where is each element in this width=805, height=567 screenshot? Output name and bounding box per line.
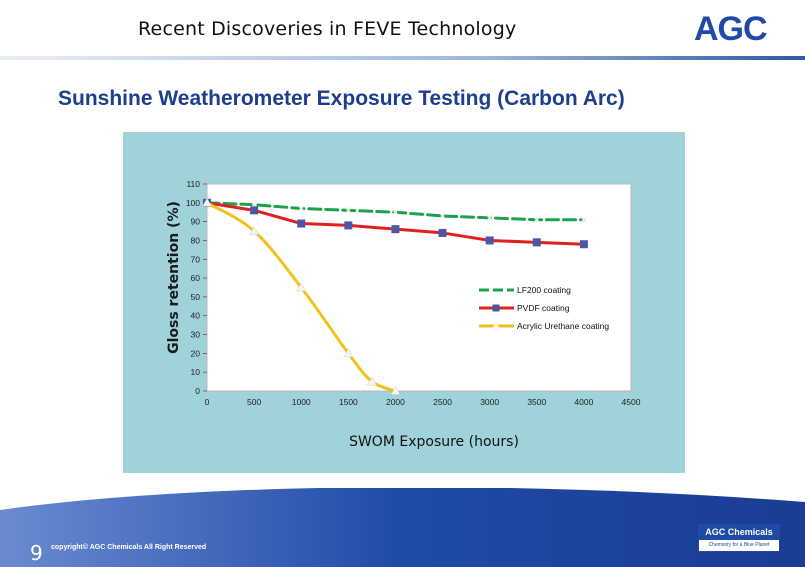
- pvdf-point: [344, 221, 353, 230]
- y-tick-label: 10: [191, 367, 201, 377]
- y-tick-label: 30: [191, 330, 201, 340]
- badge-line1: AGC Chemicals: [699, 525, 779, 540]
- x-axis-label: SWOM Exposure (hours): [349, 434, 519, 450]
- x-tick-label: 1000: [292, 397, 311, 407]
- acrylic-point: [390, 385, 401, 395]
- acrylic-point: [343, 348, 354, 358]
- y-tick-label: 100: [186, 198, 200, 208]
- y-tick-label: 20: [191, 348, 201, 358]
- legend-label-2: Acrylic Urethane coating: [517, 321, 609, 331]
- x-tick-label: 0: [205, 397, 210, 407]
- legend-marker-pvdf: [492, 304, 500, 312]
- pvdf-point: [532, 238, 541, 247]
- footer-wave: [0, 488, 805, 567]
- lf200-point: [439, 212, 447, 220]
- pvdf-point: [579, 240, 588, 249]
- legend-label-0: LF200 coating: [517, 285, 571, 295]
- plot-area: [206, 183, 632, 392]
- lf200-point: [391, 208, 399, 216]
- x-tick-label: 500: [247, 397, 261, 407]
- x-tick-label: 3500: [527, 397, 546, 407]
- x-tick-label: 4000: [574, 397, 593, 407]
- y-tick-label: 90: [191, 217, 201, 227]
- pvdf-point: [438, 228, 447, 237]
- pvdf-point: [297, 219, 306, 228]
- copyright-text: copyright© AGC Chemicals All Right Reser…: [51, 544, 207, 551]
- badge-line2: Chemistry for a Blue Planet: [708, 542, 770, 548]
- x-tick-label: 4500: [622, 397, 641, 407]
- acrylic-point: [366, 376, 377, 386]
- lf200-point: [580, 216, 588, 224]
- lf200-point: [533, 216, 541, 224]
- y-tick-label: 40: [191, 311, 201, 321]
- pvdf-point: [250, 206, 259, 215]
- acrylic-point: [202, 197, 212, 207]
- x-tick-label: 2500: [433, 397, 452, 407]
- x-tick-label: 1500: [339, 397, 358, 407]
- y-tick-label: 70: [191, 254, 201, 264]
- y-tick-label: 60: [191, 273, 201, 283]
- lf200-point: [297, 204, 305, 212]
- chart-svg: 0 10 20 30 40 50 60 70 80 90 100 110 0 500 1000 1500 200…: [166, 179, 641, 450]
- pvdf-point: [391, 225, 400, 234]
- agc-chemicals-logo: AGC Chemicals Chemistry for a Blue Plane…: [698, 524, 780, 552]
- acrylic-point: [296, 282, 307, 292]
- slide-title: Recent Discoveries in FEVE Technology: [138, 18, 517, 40]
- y-axis-label: Gloss retention (%): [166, 201, 182, 354]
- lf200-point: [486, 214, 494, 222]
- header-divider: [0, 56, 805, 60]
- chart-container: 0 10 20 30 40 50 60 70 80 90 100 110 0 500 1000 1500 200…: [123, 132, 685, 473]
- y-tick-label: 50: [191, 292, 201, 302]
- legend-marker-acrylic: [492, 322, 500, 329]
- legend-label-1: PVDF coating: [517, 303, 570, 313]
- y-tick-label: 80: [191, 235, 201, 245]
- agc-logo: AGC: [694, 10, 768, 48]
- pvdf-point: [485, 236, 494, 245]
- page-number: 9: [30, 541, 43, 565]
- chart-heading: Sunshine Weatherometer Exposure Testing …: [58, 87, 625, 110]
- y-tick-label: 0: [195, 386, 200, 396]
- x-tick-label: 2000: [386, 397, 405, 407]
- x-tick-label: 3000: [480, 397, 499, 407]
- lf200-point: [344, 206, 352, 214]
- acrylic-point: [249, 226, 260, 235]
- y-tick-label: 110: [186, 179, 200, 189]
